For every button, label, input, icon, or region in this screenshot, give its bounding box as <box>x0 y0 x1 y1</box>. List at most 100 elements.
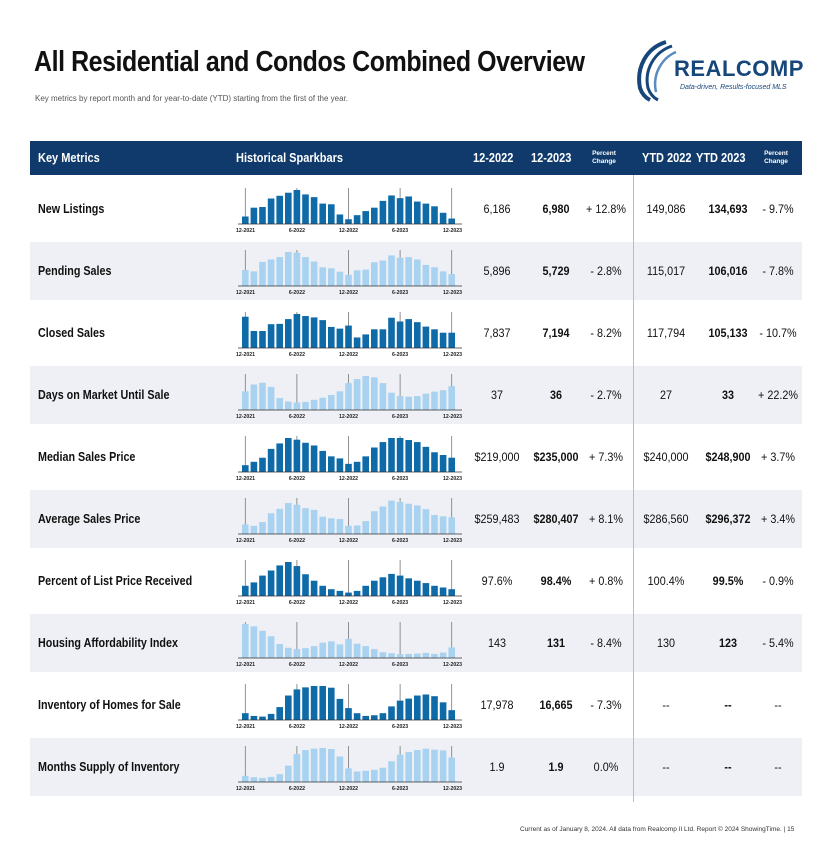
sparkbar <box>379 577 387 596</box>
sparkbar <box>285 438 292 472</box>
sparkbar <box>259 575 266 596</box>
value-12-2023: 6,980 <box>542 202 570 216</box>
sparkbar <box>276 707 283 720</box>
sparkbar <box>293 504 301 534</box>
sparkbar <box>379 329 387 348</box>
ytd-percent-change: - 0.9% <box>762 574 794 588</box>
value-12-2023: 36 <box>549 388 563 402</box>
value-12-2022: 97.6% <box>481 574 513 588</box>
sparkbar-tick-label: 12-2023 <box>443 538 462 544</box>
sparkbar <box>379 767 387 782</box>
sparkbar <box>328 204 335 224</box>
sparkbar <box>431 749 438 782</box>
sparkbar <box>336 590 344 596</box>
sparkbar <box>405 319 412 348</box>
sparkbar <box>336 698 344 720</box>
sparkbar <box>319 686 326 720</box>
ytd-percent-change: + 3.7% <box>761 450 795 464</box>
ytd-percent-change: + 3.4% <box>761 512 795 526</box>
sparkbar <box>285 647 292 658</box>
sparkbar <box>362 770 369 782</box>
sparkbar <box>396 754 404 782</box>
sparkbar <box>259 207 266 224</box>
sparkbar-tick-label: 6-2023 <box>392 476 408 482</box>
value-12-2022: 37 <box>490 388 504 402</box>
sparkbar <box>259 261 266 286</box>
value-12-2023: 5,729 <box>542 264 570 278</box>
percent-change: + 8.1% <box>589 512 623 526</box>
ytd-percent-change: - 7.8% <box>762 264 794 278</box>
percent-change: 0.0% <box>593 760 619 774</box>
sparkbar <box>431 514 438 534</box>
sparkbar-tick-label: 12-2021 <box>236 476 255 482</box>
value-ytd-2023: -- <box>724 760 732 774</box>
sparkbar <box>405 653 412 658</box>
header-ytd-2023: YTD 2023 <box>696 151 746 165</box>
ytd-percent-change: + 22.2% <box>758 388 798 402</box>
sparkbar <box>439 455 447 472</box>
sparkbar <box>422 694 430 720</box>
sparkbar <box>414 653 421 658</box>
sparkbar <box>414 505 421 534</box>
sparkbar <box>396 321 404 348</box>
sparkbar-tick-label: 6-2022 <box>289 228 305 234</box>
sparkbar-tick-label: 12-2021 <box>236 600 255 606</box>
sparkbar <box>328 687 335 720</box>
sparkbar <box>285 503 292 534</box>
sparkbar-tick-label: 12-2023 <box>443 476 462 482</box>
sparkbar <box>345 525 352 534</box>
percent-change: - 7.3% <box>590 698 622 712</box>
sparkbar <box>276 323 283 348</box>
sparkbar <box>396 700 404 720</box>
sparkbar-tick-label: 12-2022 <box>339 662 358 668</box>
sparkbar-tick-label: 12-2022 <box>339 786 358 792</box>
header-sparkbars: Historical Sparkbars <box>236 151 344 165</box>
sparkbar <box>293 689 301 720</box>
percent-change: + 12.8% <box>586 202 626 216</box>
sparkbar <box>388 761 395 782</box>
sparkbar <box>379 506 387 534</box>
sparkbar <box>250 715 258 720</box>
sparkbar <box>422 203 430 224</box>
sparkbar <box>353 713 361 720</box>
header-pct-line1: Percent <box>592 150 616 157</box>
sparkbar <box>345 274 352 286</box>
percent-change: - 8.4% <box>590 636 622 650</box>
sparkbar-tick-label: 12-2023 <box>443 228 462 234</box>
sparkbar <box>371 207 378 224</box>
sparkbar <box>293 439 301 472</box>
metric-label: Average Sales Price <box>38 512 141 526</box>
sparkbar <box>353 590 361 596</box>
value-12-2022: 17,978 <box>480 698 514 712</box>
sparkbar-tick-label: 12-2022 <box>339 352 358 358</box>
sparkbar-tick-label: 6-2023 <box>392 724 408 730</box>
sparkbar <box>310 399 318 410</box>
sparkbar <box>439 750 447 782</box>
sparkbar-tick-label: 12-2021 <box>236 662 255 668</box>
sparkbar <box>302 648 309 658</box>
metric-label: Inventory of Homes for Sale <box>38 698 181 712</box>
sparkbar <box>405 698 412 720</box>
sparkbar <box>362 211 369 224</box>
metric-label: Pending Sales <box>38 264 112 278</box>
value-ytd-2022: 130 <box>656 636 676 650</box>
sparkbar <box>259 716 266 720</box>
sparkbar <box>414 201 421 224</box>
sparkbar-tick-label: 12-2022 <box>339 600 358 606</box>
metric-label: Percent of List Price Received <box>38 574 193 588</box>
sparkbar <box>396 198 404 224</box>
sparkbar <box>345 768 352 782</box>
sparkbar <box>448 647 455 658</box>
sparkbar <box>396 396 404 410</box>
sparkbar <box>267 513 275 534</box>
sparkbar-tick-label: 12-2021 <box>236 724 255 730</box>
sparkbar <box>250 331 258 348</box>
value-12-2022: 6,186 <box>483 202 511 216</box>
sparkbar <box>431 585 438 596</box>
sparkbar <box>422 264 430 286</box>
value-ytd-2022: -- <box>662 698 670 712</box>
sparkbar <box>267 448 275 472</box>
value-ytd-2022: 149,086 <box>646 202 686 216</box>
table-row: Housing Affordability Index 12-2021 6-2022… <box>30 614 802 672</box>
sparkbar <box>259 777 266 782</box>
